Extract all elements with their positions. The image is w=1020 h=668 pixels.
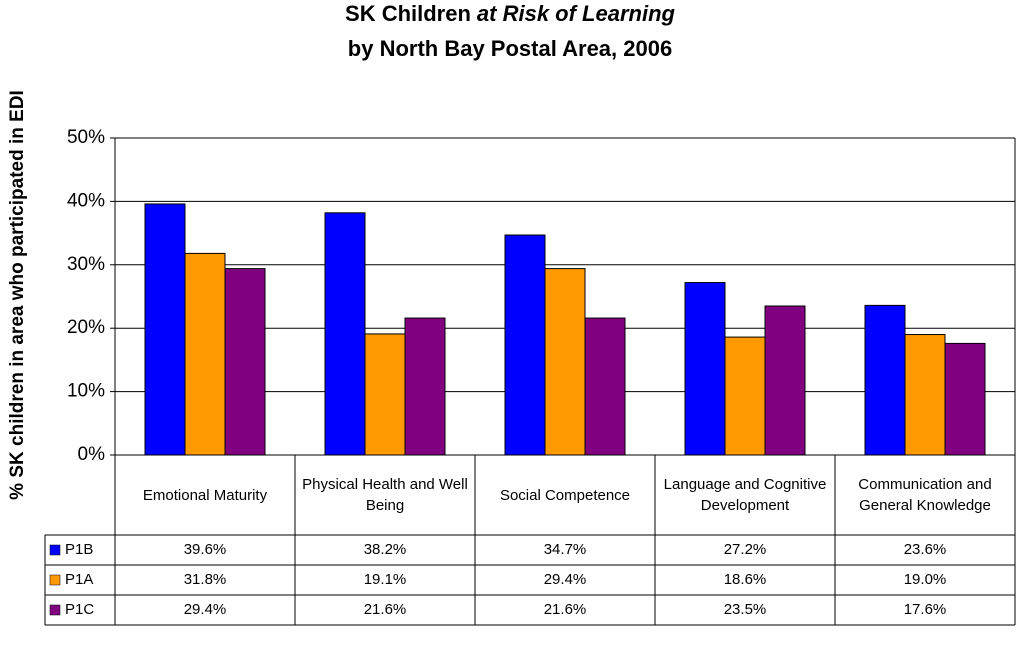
legend-swatch [49, 544, 61, 556]
legend-label: P1C [65, 601, 94, 618]
data-label: 17.6% [904, 601, 947, 618]
data-label: 29.4% [184, 601, 227, 618]
x-tick-label: Language and Cognitive Development [663, 476, 827, 514]
data-label: 39.6% [184, 541, 227, 558]
title-plain: SK Children [345, 1, 471, 26]
bar [504, 234, 546, 456]
data-label: 29.4% [544, 571, 587, 588]
bar [184, 252, 226, 456]
chart-title: SK Children at Risk of Learning [345, 1, 676, 26]
y-tick-label: 0% [78, 444, 106, 465]
y-tick-label: 10% [67, 381, 105, 402]
bar [944, 342, 986, 456]
data-label: 19.0% [904, 571, 947, 588]
y-tick-label: 40% [67, 190, 105, 211]
data-label: 34.7% [544, 541, 587, 558]
data-label: 21.6% [544, 601, 587, 618]
x-tick-label: Social Competence [499, 486, 631, 504]
x-tick-label: Physical Health and Well Being [302, 476, 468, 514]
category-cell: Language and Cognitive Development [663, 476, 827, 514]
bar [324, 212, 366, 456]
category-cell: Emotional Maturity [142, 486, 268, 504]
bar [724, 336, 766, 456]
bar [904, 334, 946, 456]
category-cell: Social Competence [499, 486, 631, 504]
y-tick-label: 30% [67, 254, 105, 275]
data-label: 38.2% [364, 541, 407, 558]
title-italic: at Risk of Learning [477, 1, 676, 26]
y-axis-label: % SK children in area who participated i… [7, 90, 28, 500]
bar [684, 282, 726, 456]
bar [864, 304, 906, 456]
chart-subtitle: by North Bay Postal Area, 2006 [348, 36, 672, 61]
bar [144, 203, 186, 456]
bar [404, 317, 446, 456]
data-label: 23.6% [904, 541, 947, 558]
bar [764, 305, 806, 456]
legend-swatch [49, 604, 61, 616]
bar [544, 268, 586, 456]
category-cell: Physical Health and Well Being [302, 476, 468, 514]
y-tick-label: 50% [67, 127, 105, 148]
x-tick-label: Communication and General Knowledge [858, 476, 992, 514]
legend-label: P1A [65, 571, 93, 588]
data-label: 18.6% [724, 571, 767, 588]
data-label: 27.2% [724, 541, 767, 558]
x-tick-label: Emotional Maturity [142, 486, 268, 504]
y-tick-label: 20% [67, 317, 105, 338]
data-label: 19.1% [364, 571, 407, 588]
bar [364, 333, 406, 456]
legend-swatch [49, 574, 61, 586]
data-label: 21.6% [364, 601, 407, 618]
legend-label: P1B [65, 541, 93, 558]
data-label: 23.5% [724, 601, 767, 618]
category-cell: Communication and General Knowledge [858, 476, 992, 514]
bar [584, 317, 626, 456]
data-label: 31.8% [184, 571, 227, 588]
bar [224, 268, 266, 456]
